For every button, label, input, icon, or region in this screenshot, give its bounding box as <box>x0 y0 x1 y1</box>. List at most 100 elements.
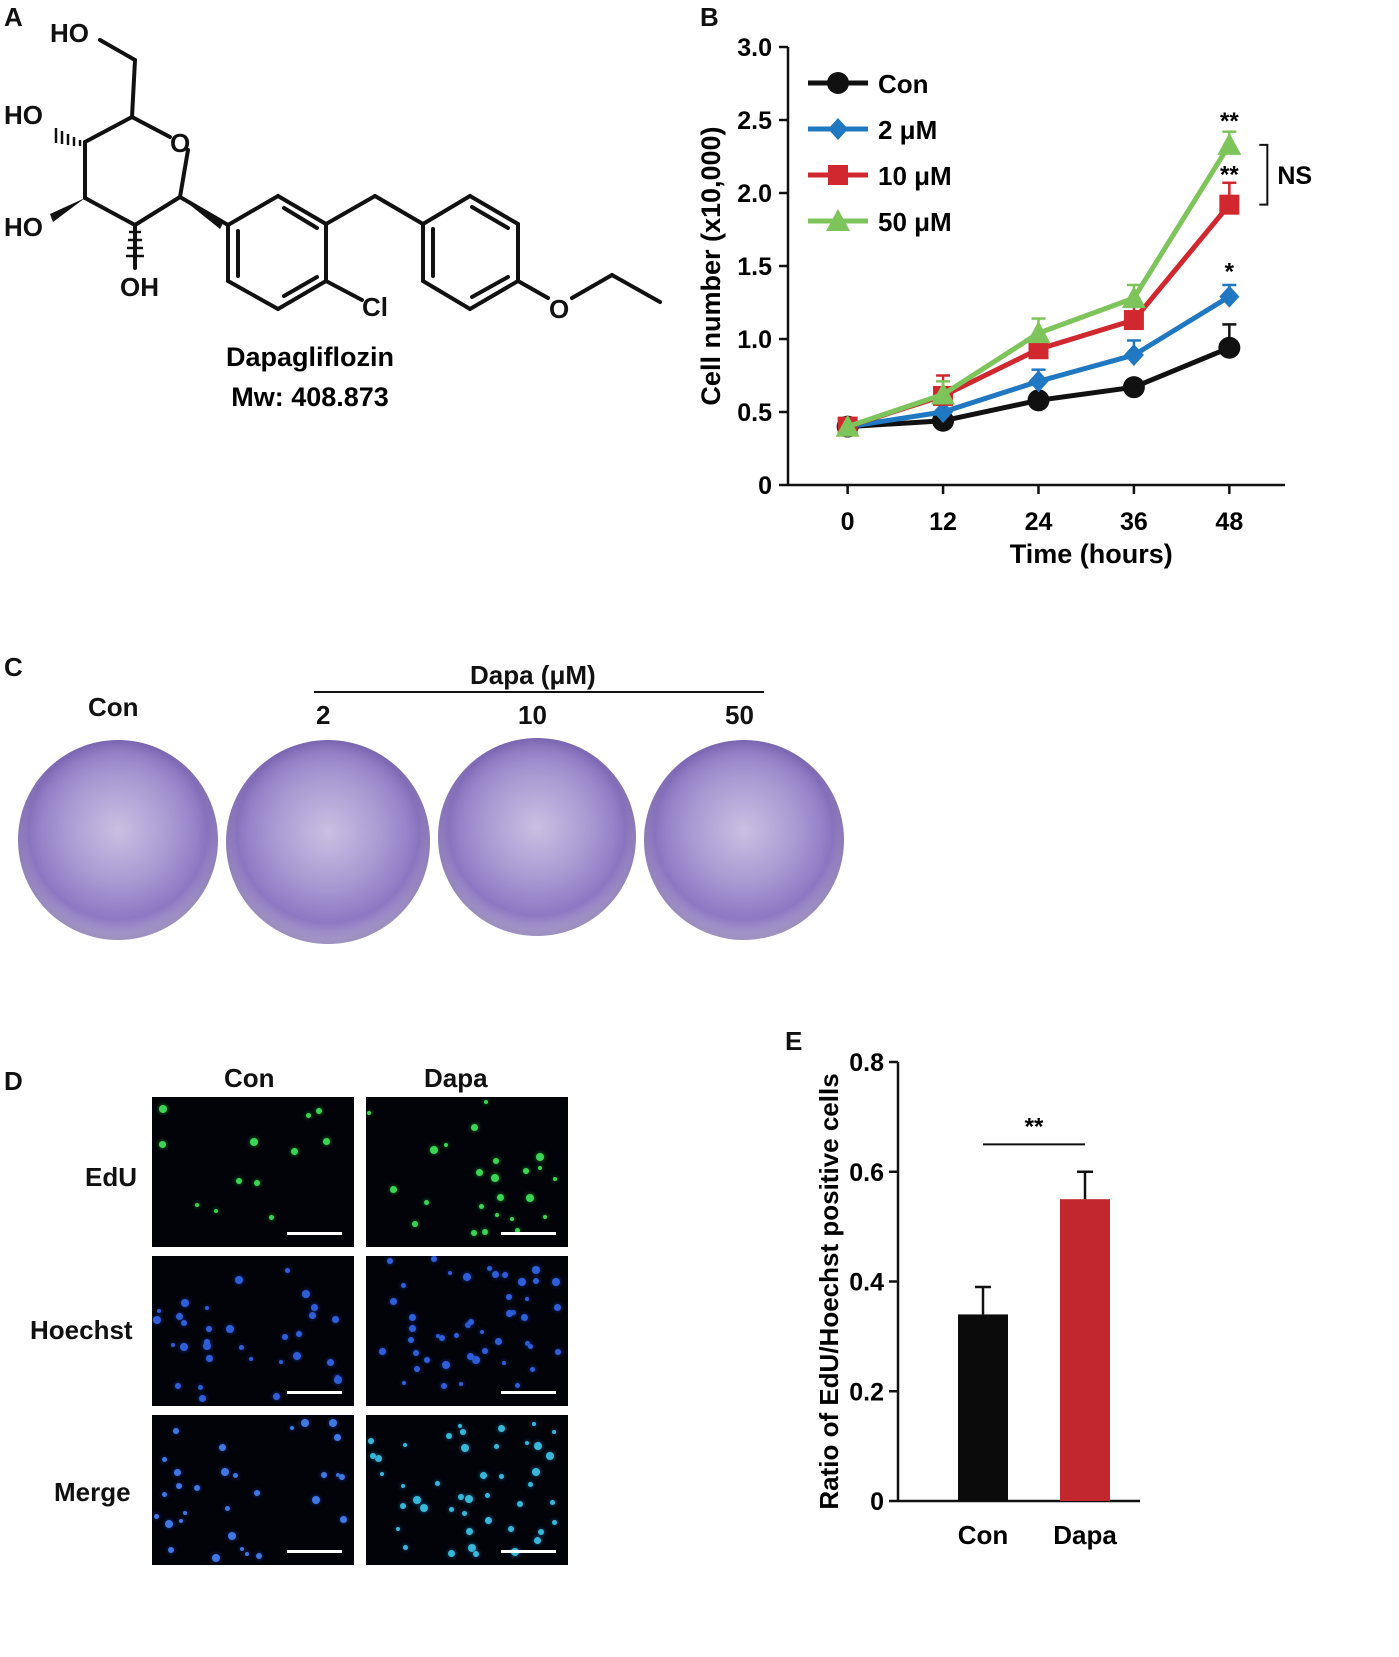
legend-marker <box>827 72 849 94</box>
nucleus <box>472 1356 480 1364</box>
nucleus <box>306 1113 311 1118</box>
nucleus <box>485 1517 492 1524</box>
nucleus <box>334 1376 342 1384</box>
nucleus <box>506 1294 512 1300</box>
data-point <box>1028 339 1049 360</box>
scale-bar <box>501 1550 556 1553</box>
nucleus <box>471 1124 478 1131</box>
nucleus <box>460 1429 466 1435</box>
panel-label-b: B <box>700 2 719 32</box>
x-tick-label: 0 <box>841 508 855 536</box>
nucleus <box>508 1526 514 1532</box>
nucleus <box>413 1350 419 1356</box>
nucleus <box>153 1316 161 1324</box>
data-point <box>835 414 860 437</box>
data-point <box>1219 194 1240 215</box>
nucleus <box>454 1333 459 1338</box>
nucleus <box>515 1383 520 1388</box>
nucleus <box>495 1213 499 1217</box>
significance-2um: * <box>1225 259 1235 286</box>
nucleus <box>214 1209 218 1213</box>
nucleus <box>204 1339 210 1345</box>
nucleus <box>485 1493 490 1498</box>
ns-bracket <box>1259 143 1269 206</box>
nucleus <box>546 1452 554 1460</box>
nucleus <box>525 1297 529 1301</box>
legend-marker <box>826 209 850 231</box>
nucleus <box>309 1312 316 1319</box>
nucleus <box>181 1320 187 1326</box>
nucleus <box>176 1313 183 1320</box>
nucleus <box>448 1271 452 1275</box>
nucleus <box>340 1516 347 1523</box>
atom-label-ho-top: HO <box>50 18 89 48</box>
nucleus <box>256 1553 262 1559</box>
nucleus <box>409 1325 416 1332</box>
micrograph-dapa-merge <box>366 1415 568 1565</box>
nucleus <box>332 1316 339 1323</box>
panel-label-d: D <box>4 1066 23 1096</box>
nucleus <box>552 1278 560 1286</box>
nucleus <box>387 1258 393 1264</box>
dish-label-10: 10 <box>518 700 547 730</box>
nucleus <box>379 1348 386 1355</box>
column-label-dapa: Dapa <box>424 1063 488 1093</box>
nucleus <box>240 1547 244 1551</box>
dapa-concentration-header: Dapa (μM) <box>470 660 596 690</box>
nucleus <box>528 1344 533 1349</box>
y-tick-label: 2.5 <box>737 107 772 135</box>
nucleus <box>526 1194 534 1202</box>
nucleus <box>311 1304 318 1311</box>
nucleus <box>528 1482 533 1487</box>
bar-con <box>958 1314 1008 1501</box>
dish-label-con: Con <box>88 692 139 722</box>
x-tick-label: 36 <box>1120 508 1148 536</box>
nucleus <box>254 1490 260 1496</box>
nucleus <box>403 1545 408 1550</box>
nucleus <box>462 1511 467 1516</box>
nucleus <box>329 1419 337 1427</box>
nucleus <box>482 1229 488 1235</box>
nucleus <box>554 1304 561 1311</box>
nucleus <box>492 1271 499 1278</box>
header-bracket-line <box>314 691 764 693</box>
scale-bar <box>501 1391 556 1394</box>
micrograph-con-merge <box>152 1415 354 1565</box>
nucleus <box>239 1345 244 1350</box>
scale-bar <box>287 1391 342 1394</box>
bar-y-axis-label: Ratio of EdU/Hoechst positive cells <box>814 1073 844 1509</box>
nucleus <box>401 1484 405 1488</box>
nucleus <box>408 1337 414 1343</box>
nucleus <box>250 1138 258 1146</box>
nucleus <box>194 1485 200 1491</box>
data-point <box>1026 321 1051 344</box>
atom-label-ho-lower: HO <box>4 212 43 242</box>
nucleus <box>279 1360 283 1364</box>
nucleus <box>296 1331 302 1337</box>
nucleus <box>245 1552 249 1556</box>
x-axis-label: Time (hours) <box>1010 539 1173 569</box>
nucleus <box>154 1514 159 1519</box>
nucleus <box>480 1472 487 1479</box>
nucleus <box>473 1551 479 1557</box>
nucleus <box>180 1343 188 1351</box>
nucleus <box>467 1353 474 1360</box>
micrograph-con-edu <box>152 1097 354 1247</box>
nucleus <box>424 1200 429 1205</box>
nucleus <box>402 1381 406 1385</box>
legend-label: 50 μM <box>878 207 952 237</box>
nucleus <box>302 1290 310 1298</box>
nucleus <box>482 1348 488 1354</box>
nucleus <box>553 1177 557 1181</box>
nucleus <box>497 1194 504 1201</box>
y-tick-label: 3.0 <box>737 34 772 62</box>
nucleus <box>174 1469 181 1476</box>
nucleus <box>471 1230 477 1236</box>
nucleus <box>312 1496 320 1504</box>
y-tick-label: 1.0 <box>737 326 772 354</box>
nucleus <box>468 1544 476 1552</box>
nucleus <box>465 1495 473 1503</box>
nucleus <box>226 1325 234 1333</box>
nucleus <box>390 1186 397 1193</box>
nucleus <box>401 1283 406 1288</box>
